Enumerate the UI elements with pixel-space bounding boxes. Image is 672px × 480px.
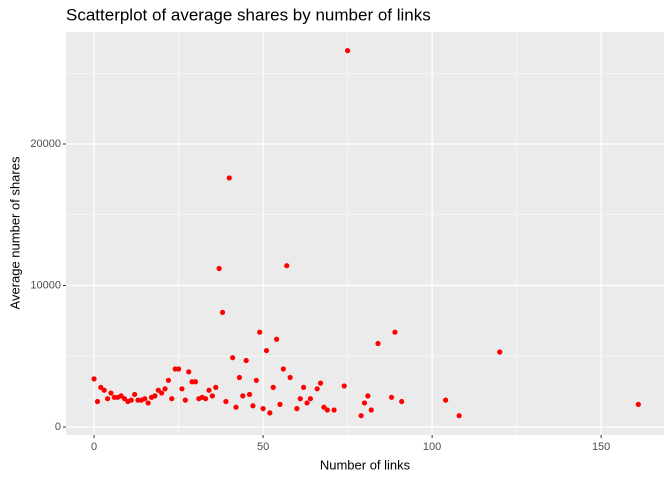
point: [277, 401, 283, 407]
point: [159, 390, 165, 396]
point: [236, 374, 243, 381]
y-axis-title: Average number of shares: [7, 156, 22, 309]
point: [274, 336, 280, 342]
point: [233, 404, 239, 410]
point: [91, 376, 97, 382]
point: [307, 396, 314, 402]
chart-title: Scatterplot of average shares by number …: [66, 5, 431, 24]
point: [165, 377, 172, 383]
point: [287, 374, 293, 381]
point: [108, 390, 114, 396]
point: [219, 309, 226, 315]
point: [260, 406, 266, 412]
x-tick-label: 50: [257, 441, 269, 453]
point: [368, 407, 374, 413]
point: [94, 398, 101, 405]
point: [240, 393, 246, 399]
point: [317, 380, 324, 386]
point: [341, 383, 347, 389]
points: [91, 48, 641, 419]
point: [250, 403, 256, 409]
point: [284, 263, 290, 269]
point: [101, 387, 107, 393]
x-tick-label: 0: [91, 441, 97, 453]
point: [358, 413, 364, 419]
point: [209, 393, 215, 399]
y-tick-label: 20000: [30, 138, 61, 150]
point: [145, 400, 151, 406]
point: [230, 355, 236, 361]
y-tick-label: 0: [55, 421, 61, 433]
point: [392, 329, 398, 335]
x-tick-label: 100: [423, 441, 441, 453]
point: [304, 400, 310, 406]
point: [128, 397, 134, 403]
point: [257, 329, 263, 335]
grid: [66, 32, 664, 435]
point: [267, 410, 273, 416]
point: [223, 398, 229, 405]
point: [375, 340, 381, 347]
point: [253, 377, 259, 383]
point: [297, 396, 303, 402]
point: [270, 384, 276, 390]
point: [226, 175, 232, 181]
point: [361, 400, 368, 406]
point: [152, 393, 158, 399]
panel: [66, 32, 664, 435]
point: [243, 357, 249, 364]
point: [169, 396, 175, 402]
point: [280, 366, 286, 372]
y-tick-label: 10000: [30, 279, 61, 291]
point: [216, 265, 222, 272]
point: [175, 366, 182, 372]
point: [104, 396, 111, 402]
x-axis-title: Number of links: [320, 457, 411, 472]
point: [399, 398, 405, 405]
point: [456, 413, 462, 419]
point: [443, 397, 449, 403]
point: [301, 384, 307, 390]
point: [132, 391, 138, 398]
point: [331, 407, 337, 413]
point: [344, 48, 351, 54]
point: [162, 386, 168, 392]
point: [324, 407, 330, 413]
point: [186, 369, 192, 375]
point: [365, 393, 371, 399]
point: [213, 384, 219, 390]
point: [142, 396, 148, 402]
point: [246, 391, 253, 398]
point: [635, 401, 641, 407]
point: [314, 386, 320, 392]
point: [294, 406, 300, 412]
point: [182, 397, 188, 403]
point: [263, 347, 270, 354]
point: [388, 394, 395, 400]
x-tick-label: 150: [592, 441, 610, 453]
point: [192, 379, 199, 385]
point: [497, 349, 503, 355]
point: [203, 396, 209, 402]
point: [179, 386, 185, 392]
point: [206, 387, 212, 393]
